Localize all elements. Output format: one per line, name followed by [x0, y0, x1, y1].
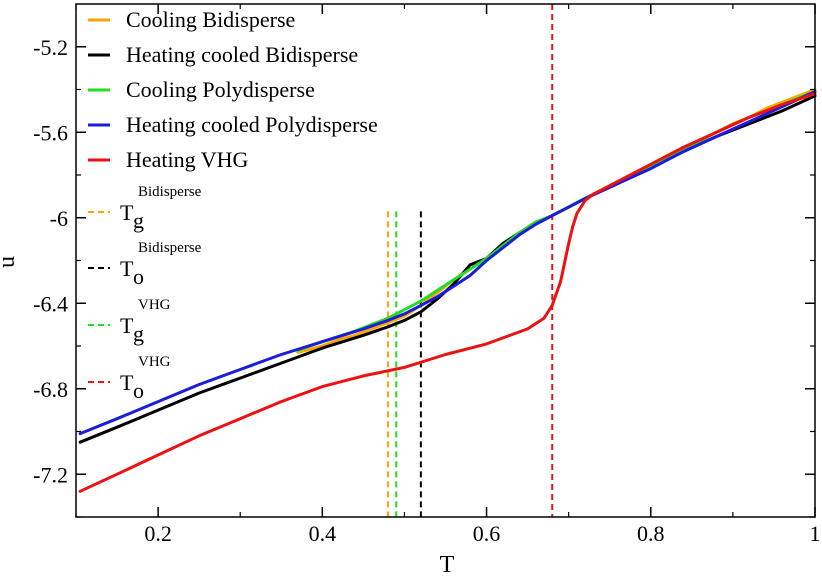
x-tick-label: 0.4: [309, 521, 337, 546]
legend-label-sub: o: [133, 264, 144, 289]
legend-label-main: T: [120, 370, 134, 395]
series-heating-cooled-polydisperse: [78, 90, 817, 436]
legend-label-heating-cooled-polydisperse: Heating cooled Polydisperse: [126, 112, 378, 137]
y-tick-label: -7.2: [33, 462, 68, 487]
legend-label-sub: g: [133, 208, 144, 233]
legend-label-main: T: [120, 256, 134, 281]
series-heating-vhg: [78, 92, 817, 493]
legend: Cooling Bidisperse Heating cooled Bidispe…: [88, 7, 378, 403]
y-tick-label: -5.6: [33, 120, 68, 145]
y-axis: -7.2 -6.8 -6.4 -6 -5.6 -5.2: [33, 35, 815, 518]
legend-label-heating-cooled-bidisperse: Heating cooled Bidisperse: [126, 42, 358, 67]
y-tick-label: -5.2: [33, 35, 68, 60]
legend-label-heating-vhg: Heating VHG: [126, 147, 249, 172]
x-tick-label: 0.8: [637, 521, 665, 546]
x-tick-label: 1: [810, 521, 821, 546]
x-axis: 0.2 0.4 0.6 0.8 1: [75, 4, 821, 546]
x-tick-label: 0.2: [144, 521, 172, 546]
legend-label-main: T: [120, 313, 134, 338]
legend-label-cooling-polydisperse: Cooling Polydisperse: [126, 77, 315, 102]
y-tick-label: -6.4: [33, 291, 68, 316]
plot-area-background: [76, 4, 815, 517]
legend-label-sup: Bidisperse: [138, 240, 202, 256]
legend-label-sub: g: [133, 321, 144, 346]
legend-label-cooling-bidisperse: Cooling Bidisperse: [126, 7, 295, 32]
x-axis-label: T: [440, 552, 455, 576]
legend-label-sup: VHG: [138, 354, 171, 370]
legend-label-sup: VHG: [138, 297, 171, 313]
y-tick-label: -6.8: [33, 377, 68, 402]
y-axis-label: u: [0, 256, 20, 268]
y-tick-label: -6: [50, 206, 68, 231]
legend-label-sub: o: [133, 378, 144, 403]
legend-label-main: T: [120, 200, 134, 225]
legend-label-sup: Bidisperse: [138, 184, 202, 200]
x-tick-label: 0.6: [473, 521, 501, 546]
plot-content: [78, 4, 817, 517]
